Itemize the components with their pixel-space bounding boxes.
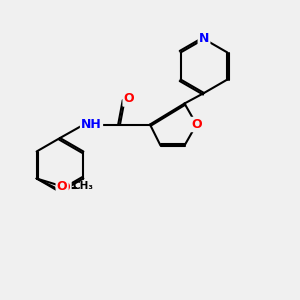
Text: O: O xyxy=(57,179,68,193)
Text: CH₃: CH₃ xyxy=(73,181,94,191)
Text: NH: NH xyxy=(81,118,102,131)
Text: O: O xyxy=(60,181,70,194)
Text: N: N xyxy=(199,32,209,46)
Text: O: O xyxy=(124,92,134,106)
Text: O: O xyxy=(191,118,202,131)
